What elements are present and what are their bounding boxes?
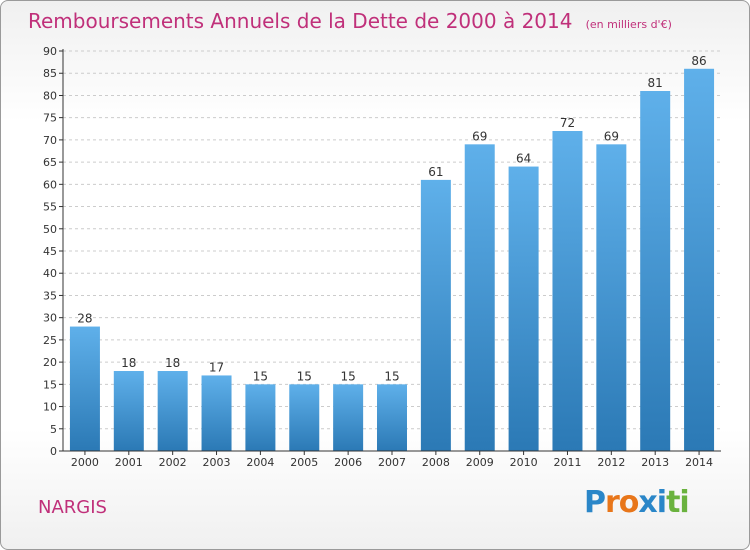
y-tick-label: 0 [50, 445, 57, 458]
y-tick-label: 10 [43, 401, 57, 414]
y-tick-label: 20 [43, 356, 57, 369]
data-label: 61 [428, 165, 443, 179]
data-label: 15 [340, 369, 355, 383]
y-tick-label: 25 [43, 334, 57, 347]
x-tick-label: 2010 [510, 456, 538, 469]
data-label: 64 [516, 152, 531, 166]
x-tick-label: 2000 [71, 456, 99, 469]
y-tick-label: 30 [43, 312, 57, 325]
y-tick-label: 5 [50, 423, 57, 436]
bar-2012 [596, 144, 627, 452]
y-tick-label: 85 [43, 67, 57, 80]
y-tick-label: 60 [43, 178, 57, 191]
x-tick-label: 2012 [597, 456, 625, 469]
bar-2007 [377, 384, 407, 451]
chart-title: Remboursements Annuels de la Dette de 20… [28, 9, 672, 33]
bar-2004 [245, 384, 276, 451]
y-tick-label: 35 [43, 289, 57, 302]
x-tick-label: 2002 [159, 456, 187, 469]
bar-2010 [508, 166, 539, 452]
data-label: 81 [648, 76, 663, 90]
y-tick-label: 40 [43, 267, 57, 280]
y-tick-label: 55 [43, 201, 57, 214]
commune-name: NARGIS [38, 497, 107, 518]
bar-2005 [289, 384, 320, 451]
y-tick-label: 45 [43, 245, 57, 258]
y-tick-label: 50 [43, 223, 57, 236]
data-label: 72 [560, 116, 575, 130]
bar-2008 [420, 179, 451, 451]
data-label: 15 [253, 369, 268, 383]
x-tick-label: 2011 [553, 456, 581, 469]
unit-label: (en milliers d'€) [585, 18, 672, 31]
bar-2001 [113, 371, 144, 451]
x-tick-label: 2014 [685, 456, 713, 469]
y-tick-label: 90 [43, 45, 57, 58]
title-text: Remboursements Annuels de la Dette de 20… [28, 9, 573, 33]
x-tick-label: 2006 [334, 456, 362, 469]
proxiti-logo: Proxiti [584, 485, 690, 520]
data-label: 86 [691, 54, 706, 68]
y-tick-label: 80 [43, 89, 57, 102]
y-tick-label: 70 [43, 134, 57, 147]
y-tick-label: 75 [43, 112, 57, 125]
bar-2011 [552, 131, 583, 451]
bar-2009 [464, 144, 495, 452]
bar-2003 [201, 375, 232, 451]
x-tick-label: 2007 [378, 456, 406, 469]
bar-2014 [684, 68, 715, 452]
data-label: 28 [77, 312, 92, 326]
y-tick-label: 15 [43, 378, 57, 391]
data-label: 15 [384, 369, 399, 383]
x-tick-label: 2004 [246, 456, 274, 469]
x-tick-label: 2008 [422, 456, 450, 469]
x-tick-label: 2009 [466, 456, 494, 469]
y-tick-label: 65 [43, 156, 57, 169]
x-tick-label: 2005 [290, 456, 318, 469]
data-label: 18 [165, 356, 180, 370]
data-label: 69 [472, 129, 487, 143]
data-label: 69 [604, 129, 619, 143]
bar-2006 [333, 384, 364, 451]
x-tick-label: 2013 [641, 456, 669, 469]
x-tick-label: 2003 [203, 456, 231, 469]
data-label: 17 [209, 360, 224, 374]
bar-2002 [157, 371, 188, 451]
bar-2000 [69, 326, 100, 451]
data-label: 15 [297, 369, 312, 383]
data-label: 18 [121, 356, 136, 370]
x-tick-label: 2001 [115, 456, 143, 469]
bar-2013 [640, 91, 671, 451]
